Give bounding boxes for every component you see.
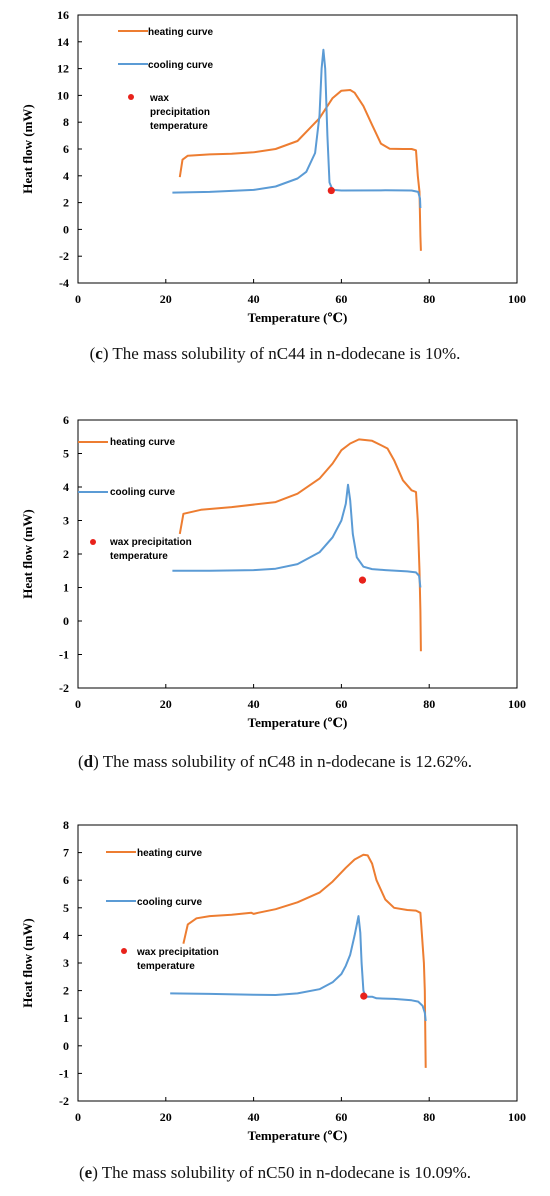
x-axis-title: Temperature (℃) [248,1128,348,1143]
y-tick-label: -1 [59,648,69,662]
y-tick-label: 8 [63,115,69,129]
wax-precipitation-point [358,576,367,584]
y-tick-label: 0 [63,1039,69,1053]
x-tick-label: 60 [335,697,347,711]
caption-c: (c) The mass solubility of nC44 in n-dod… [89,344,461,363]
y-tick-label: 0 [63,614,69,628]
x-tick-label: 40 [248,1110,260,1124]
caption-d-letter: d [83,752,94,771]
heating-curve-line [178,438,422,652]
legend-wax-label: wax precipitation temperature [149,93,210,132]
y-tick-label: 14 [57,35,69,49]
y-tick-label: 7 [63,846,69,860]
legend: heating curve cooling curve wax precipitat… [78,437,192,562]
legend-wax-label: wax precipitation temperature [136,947,219,972]
x-tick-label: 20 [160,697,172,711]
caption-e-text: The mass solubility of nC50 in n-dodecan… [97,1163,472,1182]
legend-cooling-label: cooling curve [148,60,213,71]
caption-e-letter: e [84,1163,93,1182]
heating-curve-line [178,89,422,251]
y-axis-title: Heat flow (mW) [20,104,35,194]
x-axis-title: Temperature (℃) [248,310,348,325]
plot-area [77,14,518,284]
y-tick-label: 0 [63,222,69,236]
wax-precipitation-point [360,992,368,1000]
legend-heating-label: heating curve [137,848,202,859]
y-tick-label: 5 [63,901,69,915]
y-tick-label: 6 [63,873,69,887]
chart-panel-d: -2 -1 0 1 2 3 4 5 6 0 20 40 60 80 100 Temperature (℃) He… [0,402,550,732]
legend-wax-swatch [121,948,127,954]
chart-c: -4 -2 0 2 4 6 8 10 12 14 16 0 20 40 60 80 100 Temperature… [20,8,526,325]
y-tick-label: 4 [63,928,69,942]
y-tick-label: 2 [63,547,69,561]
x-tick-label: 0 [75,697,81,711]
x-tick-label: 60 [335,292,347,306]
y-tick-label: 6 [63,413,69,427]
caption-d: (d) The mass solubility of nC48 in n-dod… [78,752,472,771]
y-tick-label: -2 [59,1094,69,1108]
y-axis-title: Heat flow (mW) [20,918,35,1008]
y-tick-label: 2 [63,984,69,998]
y-tick-label: 6 [63,142,69,156]
y-tick-label: 3 [63,514,69,528]
legend-wax-swatch [128,94,134,100]
x-tick-label: 0 [75,1110,81,1124]
legend-wax-swatch [90,539,96,545]
x-tick-label: 40 [248,292,260,306]
y-tick-label: 8 [63,818,69,832]
cooling-curve-line [172,483,422,588]
chart-panel-c: -4 -2 0 2 4 6 8 10 12 14 16 0 20 40 60 80 100 Temperature… [0,0,550,326]
legend-wax-label: wax precipitation temperature [109,537,192,562]
x-tick-label: 100 [508,1110,526,1124]
legend: heating curve cooling curve wax precipitat… [106,848,219,972]
y-tick-label: 4 [63,169,69,183]
x-tick-label: 60 [335,1110,347,1124]
y-tick-label: 1 [63,1011,69,1025]
y-tick-label: 3 [63,956,69,970]
legend-cooling-label: cooling curve [110,487,175,498]
y-tick-label: 12 [57,62,69,76]
caption-e: (e) The mass solubility of nC50 in n-dod… [78,1163,472,1182]
y-tick-label: 16 [57,8,69,22]
cooling-curve-line [172,48,422,209]
x-tick-label: 100 [508,292,526,306]
y-tick-label: -4 [59,276,69,290]
x-axis-title: Temperature (℃) [248,715,348,730]
x-tick-label: 80 [423,292,435,306]
x-tick-label: 20 [160,292,172,306]
legend-heating-label: heating curve [148,27,213,38]
y-axis-title: Heat flow (mW) [20,509,35,599]
caption-c-letter: c [95,344,103,363]
x-tick-label: 20 [160,1110,172,1124]
y-tick-label: -2 [59,249,69,263]
caption-d-text: The mass solubility of nC48 in n-dodecan… [98,752,472,771]
legend: heating curve cooling curve wax precipitati… [118,27,213,132]
y-tick-label: 2 [63,196,69,210]
x-tick-label: 80 [423,697,435,711]
y-tick-label: 5 [63,447,69,461]
x-tick-label: 80 [423,1110,435,1124]
chart-panel-e: -2 -1 0 1 2 3 4 5 6 7 8 0 20 40 60 80 100 Temperature (℃)… [0,812,550,1152]
wax-precipitation-point [327,186,335,195]
y-tick-label: 4 [63,480,69,494]
cooling-curve-line [170,915,427,1022]
x-tick-label: 40 [248,697,260,711]
x-tick-label: 0 [75,292,81,306]
y-tick-label: -1 [59,1066,69,1080]
y-tick-label: 1 [63,581,69,595]
legend-cooling-label: cooling curve [137,897,202,908]
heating-curve-line [182,853,427,1068]
caption-c-text: The mass solubility of nC44 in n-dodecan… [108,344,461,363]
x-tick-label: 100 [508,697,526,711]
y-tick-label: 10 [57,88,69,102]
y-tick-label: -2 [59,681,69,695]
legend-heating-label: heating curve [110,437,175,448]
